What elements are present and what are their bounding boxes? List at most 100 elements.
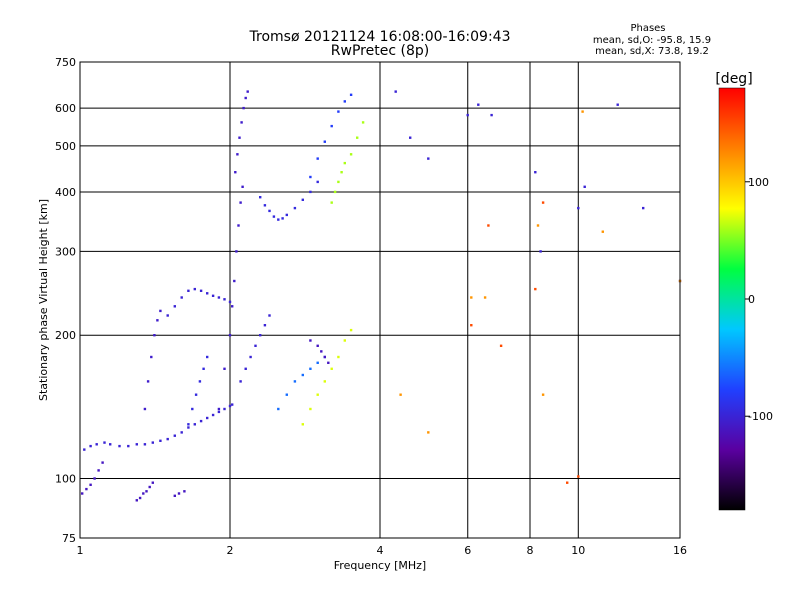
data-point <box>223 367 226 370</box>
data-point <box>343 100 346 103</box>
colorbar-tick-label: 100 <box>748 176 769 189</box>
data-point <box>487 224 490 227</box>
data-point <box>240 121 243 124</box>
colorbar-tick-label: -100 <box>748 410 773 423</box>
data-point <box>187 423 190 426</box>
data-point <box>228 300 232 304</box>
data-point <box>330 367 333 370</box>
data-point <box>249 355 252 359</box>
data-point <box>394 90 397 93</box>
plot-frame <box>79 61 681 539</box>
data-point <box>191 407 194 411</box>
stats-heading: Phases <box>630 23 665 34</box>
data-point <box>173 434 176 437</box>
data-point <box>642 206 645 210</box>
data-points <box>81 90 682 502</box>
data-point <box>281 217 284 220</box>
y-tick-label: 600 <box>55 102 76 115</box>
data-point <box>320 350 323 353</box>
y-tick-label: 750 <box>55 56 76 69</box>
data-point <box>316 180 319 184</box>
data-point <box>150 355 153 359</box>
y-tick-label: 100 <box>55 473 76 486</box>
data-point <box>93 477 96 480</box>
data-point <box>244 367 247 370</box>
data-point <box>236 153 239 156</box>
chart-subtitle: RwPretec (8p) <box>331 43 429 59</box>
data-point <box>285 213 288 217</box>
data-point <box>206 355 209 359</box>
data-point <box>536 224 540 227</box>
data-point <box>95 443 98 446</box>
data-point <box>143 443 147 446</box>
data-point <box>601 230 604 233</box>
stats-line-x: mean, sd,X: 73.8, 19.2 <box>595 46 709 57</box>
data-point <box>244 96 247 100</box>
data-point <box>217 296 221 299</box>
data-point <box>409 136 412 139</box>
data-point <box>238 136 241 139</box>
data-point <box>166 314 169 317</box>
data-point <box>142 492 145 495</box>
data-point <box>81 492 84 495</box>
data-point <box>183 490 186 493</box>
data-point <box>166 437 169 441</box>
data-point <box>499 344 503 347</box>
x-axis-label: Frequency [MHz] <box>334 559 426 572</box>
data-point <box>231 305 234 308</box>
data-point <box>581 110 584 113</box>
data-point <box>89 483 92 486</box>
data-point <box>349 153 353 156</box>
data-point <box>211 413 215 417</box>
data-point <box>223 298 226 301</box>
colorbar-tick-label: 0 <box>748 293 755 306</box>
data-point <box>277 407 280 411</box>
data-point <box>323 355 326 359</box>
data-point <box>259 196 262 199</box>
data-point <box>323 380 326 383</box>
stats-line-o: mean, sd,O: -95.8, 15.9 <box>593 35 711 46</box>
data-point <box>534 171 537 174</box>
data-point <box>193 423 196 426</box>
data-point <box>242 106 245 110</box>
y-tick-label: 500 <box>55 140 76 153</box>
data-point <box>173 494 176 497</box>
data-point <box>316 361 319 364</box>
data-point <box>541 201 545 204</box>
data-point <box>103 441 106 444</box>
y-axis-ticks: 75 100 200 300 400 500 600 750 <box>55 56 76 545</box>
data-point <box>356 136 359 139</box>
data-point <box>268 209 271 213</box>
data-point <box>534 287 537 291</box>
data-point <box>228 404 232 408</box>
y-axis-label: Stationary phase Virtual Height [km] <box>37 199 50 401</box>
data-point <box>583 185 586 188</box>
x-tick-label: 8 <box>527 544 534 557</box>
data-point <box>316 344 319 347</box>
data-point <box>483 296 487 299</box>
data-point <box>427 431 430 434</box>
data-point <box>145 490 148 493</box>
data-point <box>466 113 469 117</box>
data-point <box>293 206 297 210</box>
data-point <box>217 410 221 414</box>
data-point <box>97 469 100 472</box>
data-point <box>330 201 333 204</box>
data-point <box>285 393 288 396</box>
x-tick-label: 4 <box>377 544 384 557</box>
data-point <box>180 296 183 299</box>
data-point <box>233 279 236 283</box>
data-point <box>337 355 340 359</box>
data-point <box>272 215 276 218</box>
data-point <box>263 324 267 327</box>
data-point <box>187 289 190 292</box>
data-point <box>153 334 156 337</box>
data-point <box>539 250 542 253</box>
data-point <box>146 380 150 383</box>
y-tick-label: 300 <box>55 245 76 258</box>
data-point <box>470 324 473 327</box>
data-point <box>566 481 569 484</box>
data-point <box>193 287 196 291</box>
data-point <box>337 180 340 184</box>
